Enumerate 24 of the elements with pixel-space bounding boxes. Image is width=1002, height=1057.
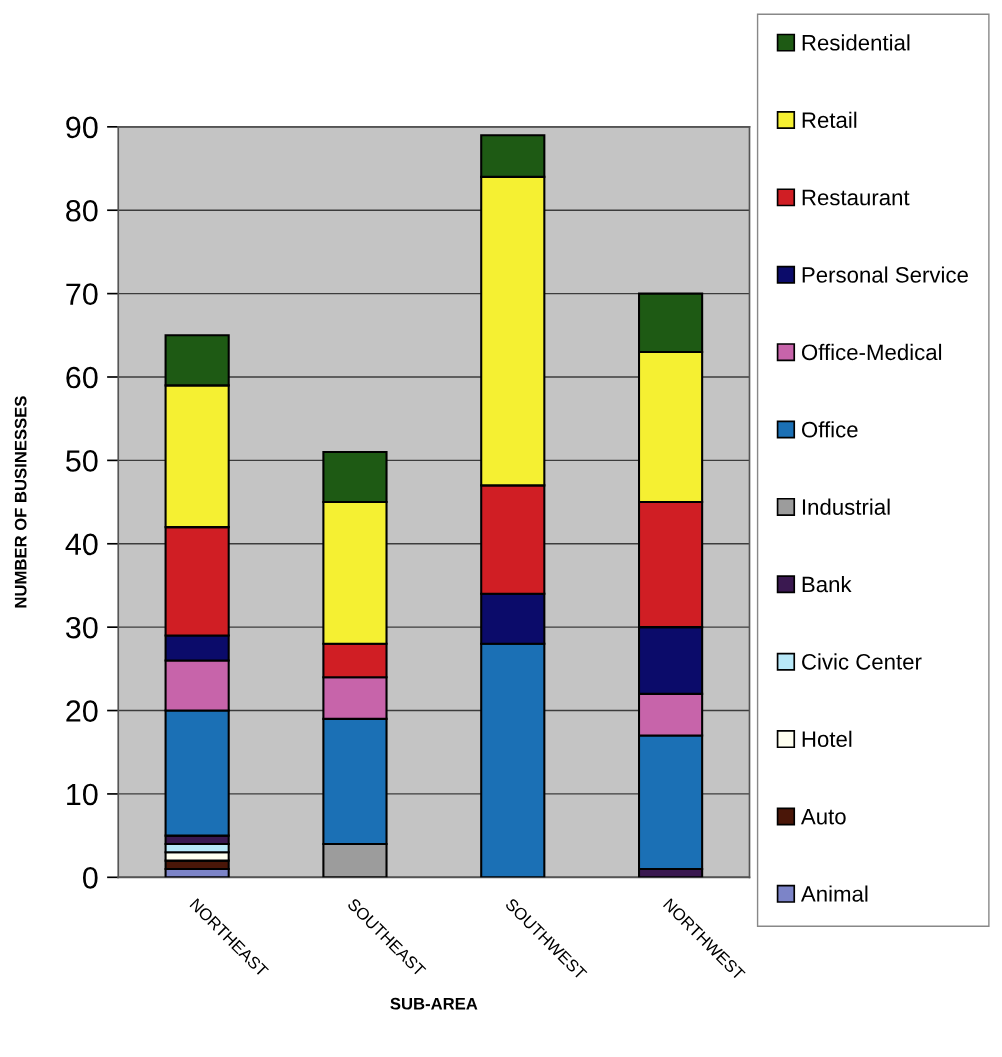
legend-label: Hotel: [802, 730, 852, 748]
y-tick-label: 70: [66, 283, 98, 305]
y-tick-label: 20: [66, 700, 98, 722]
legend-label: Residential: [802, 34, 910, 51]
legend-label: Industrial: [802, 498, 890, 515]
legend-label: Restaurant: [802, 189, 910, 206]
x-axis-title: SUB-AREA: [390, 997, 478, 1010]
legend-label: Office-Medical: [801, 343, 942, 361]
y-tick-label: 0: [82, 867, 98, 889]
legend-label: Auto: [800, 808, 846, 825]
y-tick-label: 30: [65, 616, 98, 639]
legend-label: Civic Center: [802, 653, 922, 670]
y-axis-title: NUMBER OF BUSINESSES: [14, 396, 27, 608]
legend-label: Office: [801, 421, 858, 438]
y-tick-label: 10: [67, 783, 98, 806]
legend-label: Retail: [802, 111, 857, 128]
y-tick-label: 90: [66, 116, 98, 139]
legend-label: Personal Service: [802, 266, 968, 283]
y-tick-label: 40: [65, 533, 98, 556]
y-tick-label: 50: [66, 450, 98, 472]
y-tick-label: 80: [66, 199, 98, 222]
legend-label: Bank: [802, 575, 852, 593]
y-tick-label: 60: [66, 366, 98, 389]
legend-label: Animal: [800, 885, 868, 902]
